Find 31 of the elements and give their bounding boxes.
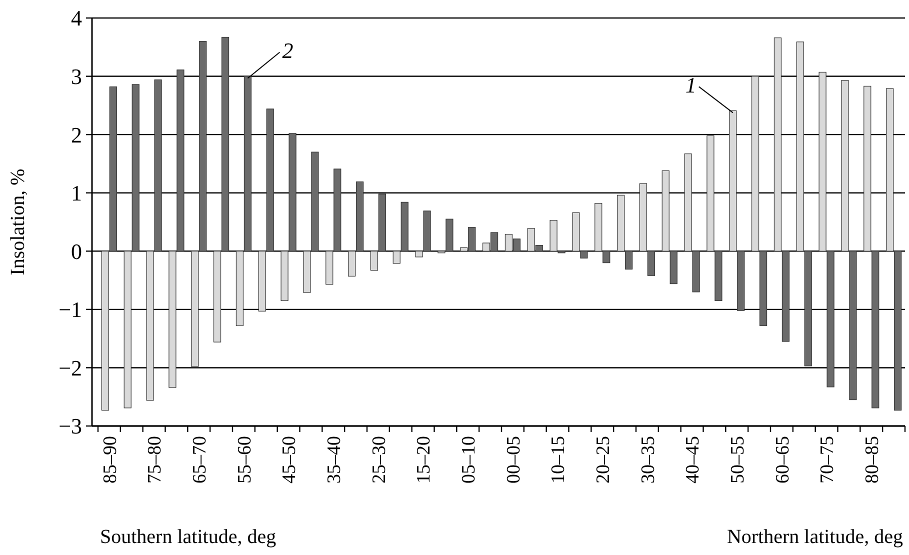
text: Northern latitude, deg <box>726 526 903 548</box>
y-tick-label: −2 <box>58 355 82 380</box>
y-axis-title: Insolation, % <box>7 168 29 276</box>
y-tick-label: 3 <box>71 64 82 89</box>
x-tick-label: 70–75 <box>817 436 838 484</box>
y-tick-label: 1 <box>71 180 82 206</box>
x-tick-label: 65–70 <box>190 436 211 484</box>
x-tick-label: 15–20 <box>414 436 435 484</box>
x-tick-label: 45–50 <box>279 436 300 484</box>
x-tick-label: 00–05 <box>503 436 524 484</box>
y-tick-label: 4 <box>71 6 82 31</box>
x-tick-label: 75–80 <box>144 436 166 484</box>
x-tick-label: 10–15 <box>548 436 570 484</box>
x-tick-label: 60–65 <box>772 436 794 484</box>
x-tick-label: 85–90 <box>100 436 121 484</box>
y-tick-label: 0 <box>71 238 82 264</box>
x-tick-label: 05–10 <box>458 436 480 484</box>
x-tick-label: 30–35 <box>638 436 659 484</box>
y-tick-label: 2 <box>71 122 82 148</box>
x-tick-label: 25–30 <box>368 436 390 484</box>
x-tick-label: 40–45 <box>682 436 704 484</box>
text: Southern latitude, deg <box>100 526 276 548</box>
x-tick-label: 55–60 <box>234 436 256 484</box>
series-label: 2 <box>282 38 294 63</box>
y-tick-label: −3 <box>58 414 82 439</box>
series-label: 1 <box>685 72 696 98</box>
x-tick-label: 20–25 <box>593 436 614 484</box>
x-tick-label: 50–55 <box>728 436 749 484</box>
y-tick-label: −1 <box>58 297 82 322</box>
x-tick-label: 35–40 <box>324 436 346 484</box>
x-tick-label: 80–85 <box>862 436 884 484</box>
